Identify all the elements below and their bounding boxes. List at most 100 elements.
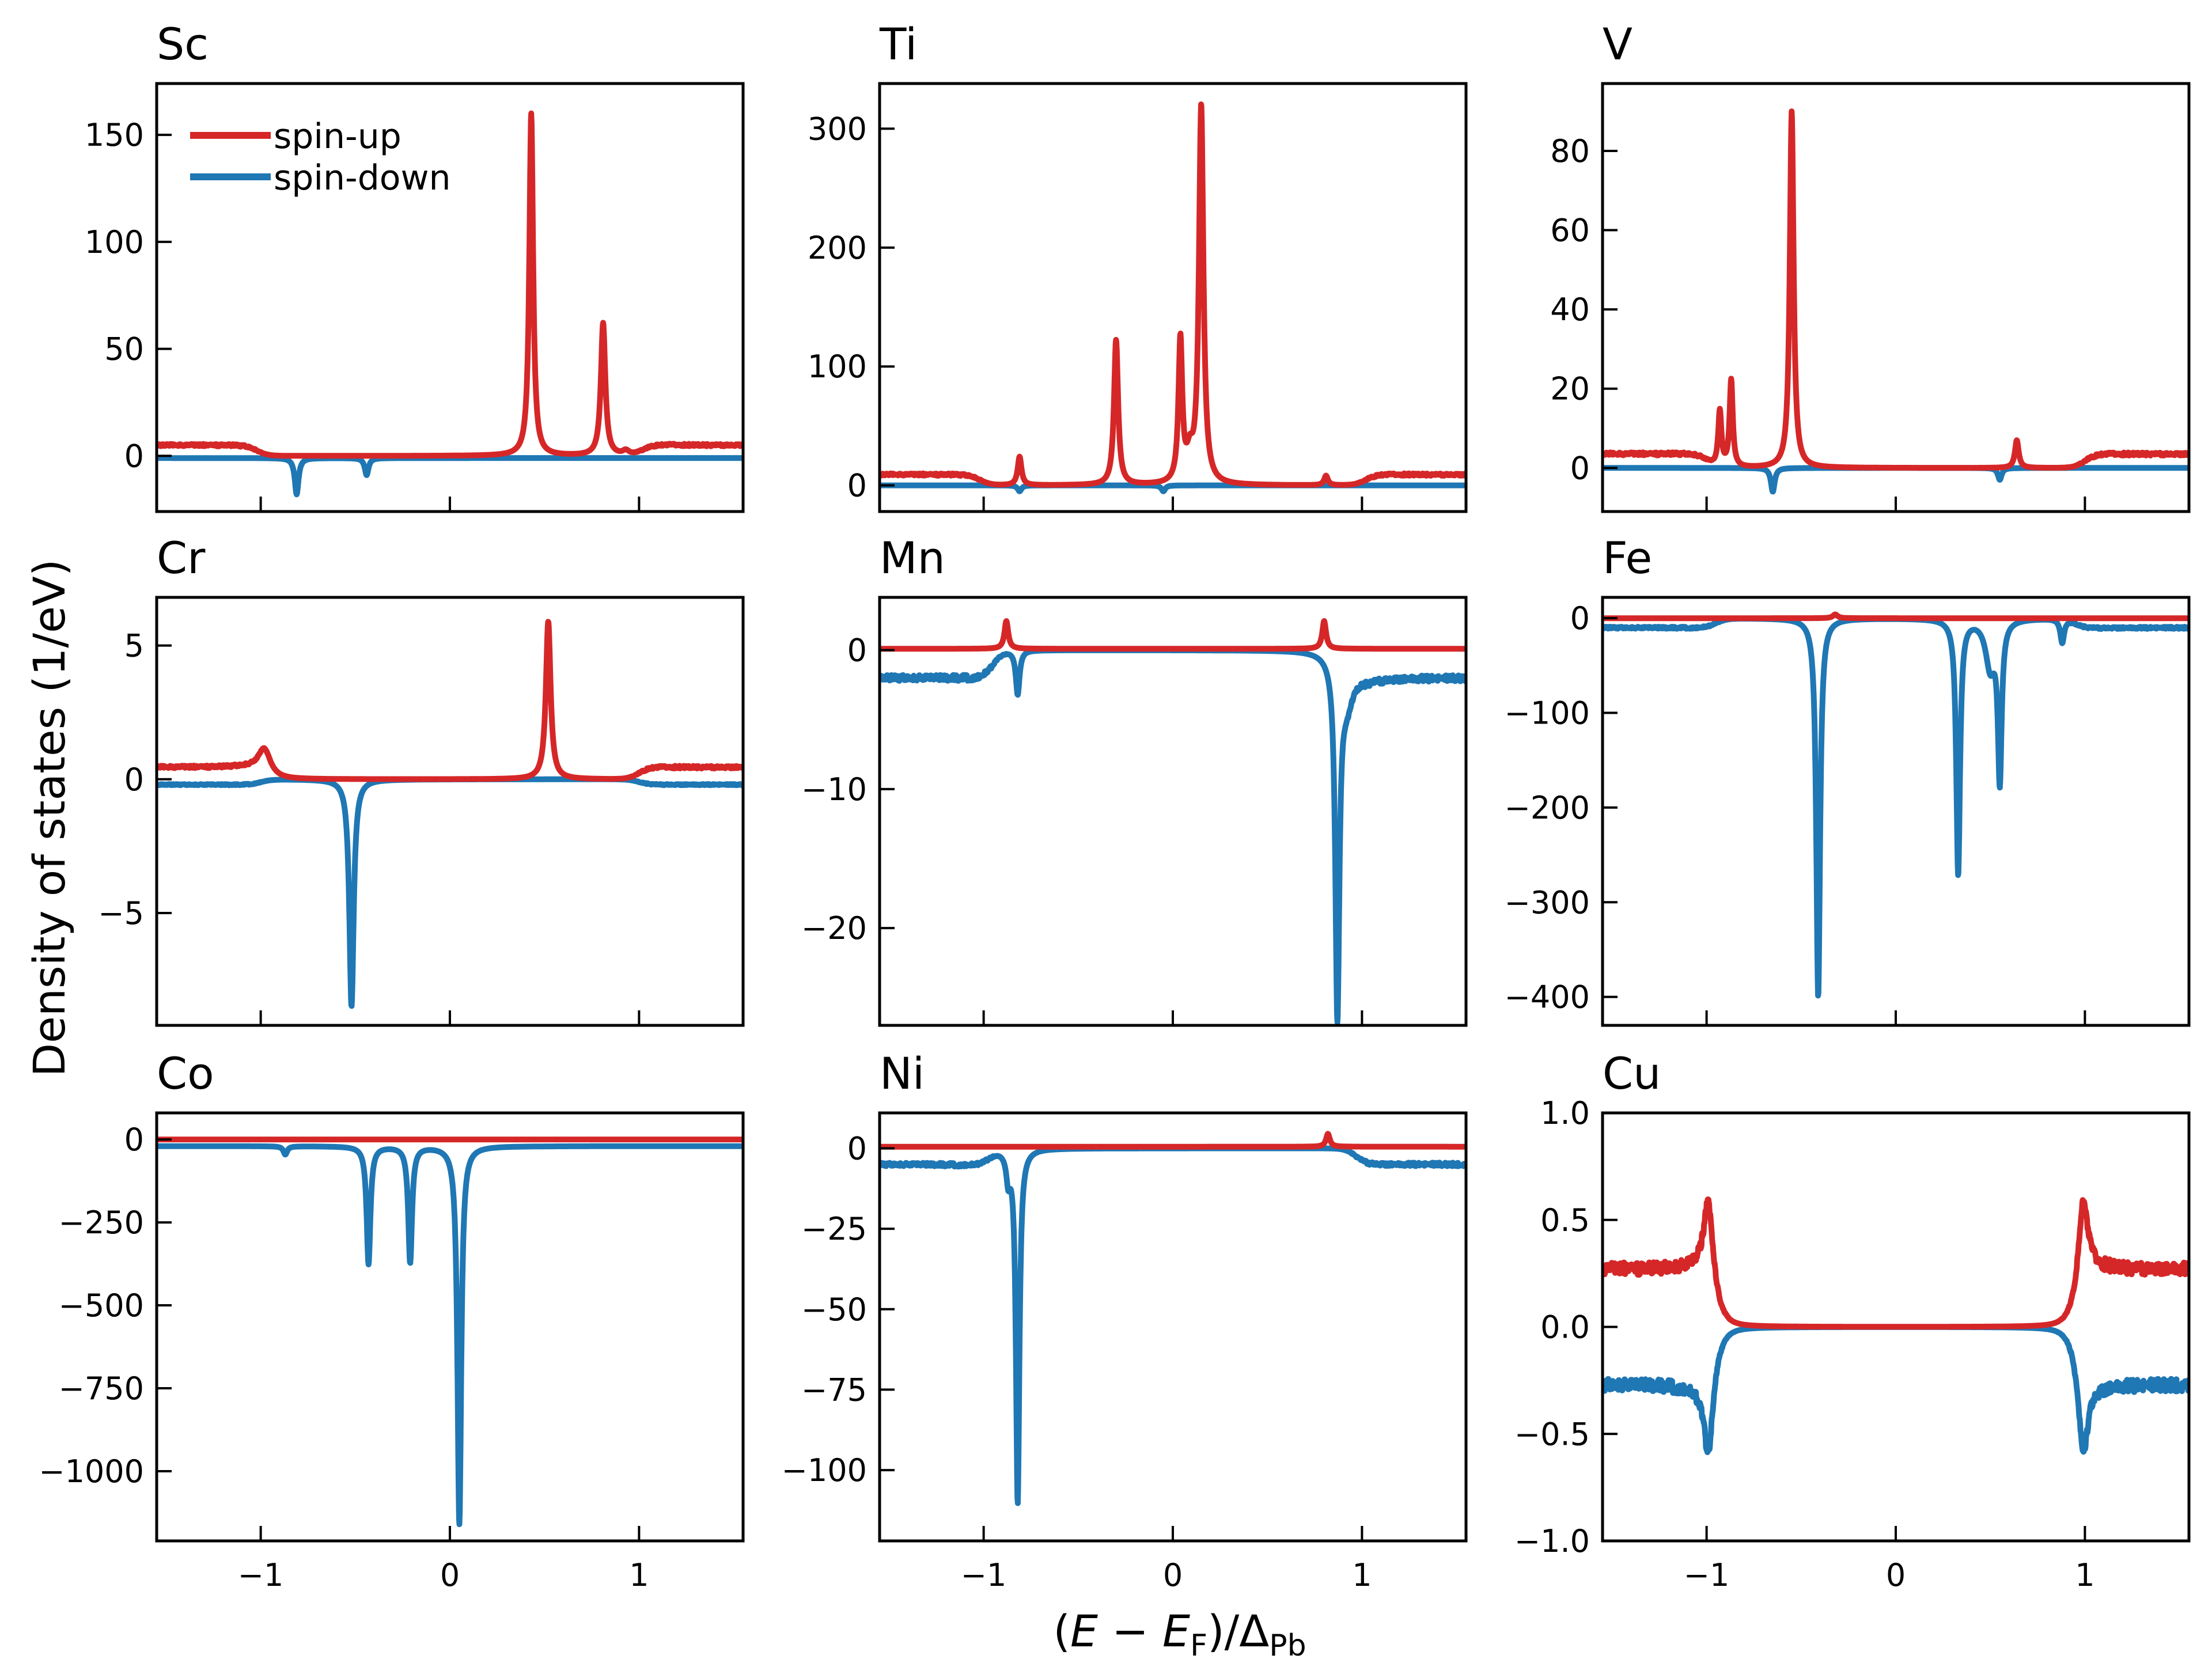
y-tick-label: 0 (124, 762, 144, 798)
y-tick-label: −5 (98, 895, 144, 931)
y-tick-label: −750 (59, 1370, 144, 1407)
legend: spin-up spin-down (190, 116, 451, 198)
panel-Mn: Mn −20 −10 0 (801, 532, 1468, 1027)
y-tick-label: 100 (808, 349, 867, 385)
y-tick-label: −1.0 (1514, 1523, 1590, 1559)
y-tick-label: 5 (124, 628, 144, 664)
y-tick-label: 0 (847, 468, 867, 504)
y-tick-label: 40 (1550, 291, 1590, 328)
y-tick-label: 1.0 (1540, 1095, 1590, 1131)
panel-title: Sc (157, 18, 209, 70)
y-tick-label: 100 (85, 224, 144, 260)
x-axis-label-mid: )/Δ (1207, 1605, 1269, 1657)
x-tick-label: 1 (1352, 1557, 1372, 1593)
y-tick-label: −100 (1505, 695, 1590, 732)
x-axis-label: (E − EF)/ΔPb (1053, 1605, 1306, 1659)
series-spin-up-line (1603, 108, 2189, 471)
y-tick-label: 20 (1550, 371, 1590, 407)
series-spin-up-line (880, 101, 1466, 488)
y-tick-label: 50 (104, 331, 144, 368)
x-tick-label: 1 (629, 1557, 649, 1593)
y-tick-label: 0.5 (1540, 1202, 1590, 1238)
y-tick-label: 0 (1570, 600, 1590, 637)
y-tick-label: 60 (1550, 213, 1590, 249)
x-tick-label: 1 (2075, 1557, 2094, 1593)
series-group (880, 618, 1466, 1025)
x-axis-label-open: ( (1053, 1605, 1070, 1657)
panel-V: V 0 20 40 60 80 (1550, 18, 2191, 513)
y-tick-label: −100 (782, 1452, 867, 1488)
y-tick-label: −1000 (39, 1453, 144, 1490)
y-tick-label: 0 (847, 632, 867, 669)
series-spin-up-line (1603, 1196, 2189, 1330)
series-group (157, 619, 743, 1009)
x-axis-label-E: E (1070, 1605, 1098, 1657)
panel-title: Mn (880, 532, 945, 584)
panel-title: Ti (879, 18, 917, 70)
series-spin-up-line (1603, 611, 2189, 622)
axes-frame (1601, 82, 2191, 513)
y-tick-label: −25 (801, 1211, 867, 1247)
y-tick-label: −200 (1505, 790, 1590, 826)
y-tick-label: 0 (1570, 450, 1590, 486)
x-tick-label: 0 (440, 1557, 460, 1593)
y-tick-label: −20 (801, 910, 867, 946)
panel-Ni: Ni −1 0 1 −100 −75 −50 −25 0 (782, 1048, 1468, 1593)
y-tick-label: 200 (808, 230, 867, 266)
y-tick-label: −500 (59, 1287, 144, 1324)
series-group (1603, 1196, 2189, 1455)
x-tick-label: −1 (961, 1557, 1007, 1593)
legend-spin-up-label: spin-up (274, 116, 402, 157)
x-axis-label-F-sub: F (1190, 1628, 1207, 1659)
series-spin-up-line (880, 618, 1466, 652)
axes-frame (1601, 596, 2191, 1027)
panel-title: Fe (1603, 532, 1652, 584)
panel-title: Cr (157, 532, 206, 584)
axes-frame (155, 596, 745, 1027)
x-tick-label: −1 (1684, 1557, 1730, 1593)
panel-Fe: Fe −400 −300 −200 −100 0 (1505, 532, 2191, 1027)
x-axis-label-minus: − (1098, 1605, 1162, 1657)
y-tick-label: −400 (1505, 979, 1590, 1016)
series-spin-down-line (1603, 616, 2189, 999)
panel-Ti: Ti 0 100 200 300 (808, 18, 1468, 513)
y-tick-label: 0 (847, 1130, 867, 1166)
x-axis-label-EF: E (1162, 1605, 1190, 1657)
panel-title: Co (157, 1048, 214, 1099)
panel-Cr: Cr −5 0 5 (98, 532, 745, 1027)
series-group (157, 110, 743, 498)
panel-Co: Co −1 0 1 −1000 −750 −500 −250 0 (39, 1048, 745, 1593)
x-tick-label: −1 (238, 1557, 284, 1593)
legend-spin-down-label: spin-down (274, 158, 451, 198)
panels-group: Sc050100150Ti0100200300V020406080Cr−505M… (39, 18, 2191, 1593)
series-spin-down-line (880, 482, 1466, 494)
panel-Sc: Sc 0 50 100 150 (85, 18, 745, 513)
panel-title: V (1603, 18, 1633, 70)
series-spin-down-line (157, 1143, 743, 1528)
series-spin-down-line (157, 776, 743, 1009)
axes-frame (878, 596, 1468, 1027)
series-group (1603, 611, 2189, 999)
x-tick-label: 0 (1163, 1557, 1183, 1593)
panel-Cu: Cu −1 0 1 −1.0 −0.5 0.0 0.5 1.0 (1514, 1048, 2191, 1593)
y-tick-label: −300 (1505, 884, 1590, 921)
y-axis-label: Density of states (1/eV) (24, 559, 75, 1077)
y-tick-label: −75 (801, 1372, 867, 1408)
series-group (880, 1131, 1466, 1506)
y-tick-label: −250 (59, 1205, 144, 1241)
series-spin-up-line (157, 110, 743, 459)
y-tick-label: 300 (808, 111, 867, 147)
y-tick-label: 0 (124, 438, 144, 474)
series-spin-down-line (880, 647, 1466, 1025)
y-tick-label: 0.0 (1540, 1309, 1590, 1346)
y-tick-label: −0.5 (1514, 1416, 1590, 1452)
series-spin-up-line (157, 619, 743, 782)
series-spin-down-line (1603, 1324, 2189, 1455)
y-tick-label: 150 (85, 117, 144, 153)
series-spin-down-line (157, 455, 743, 498)
y-tick-label: 0 (124, 1122, 144, 1158)
panel-title: Cu (1603, 1048, 1661, 1099)
series-group (880, 101, 1466, 494)
series-group (157, 1137, 743, 1528)
